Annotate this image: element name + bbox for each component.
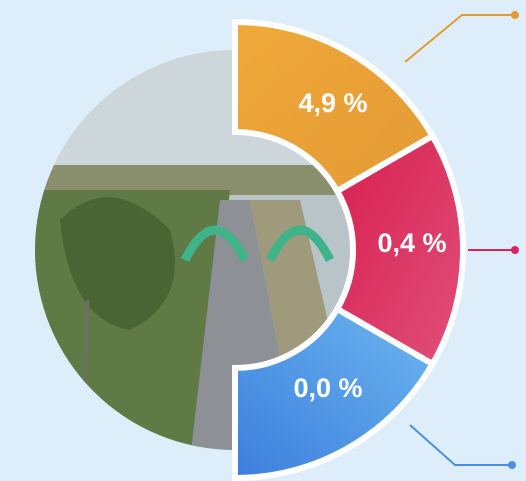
- segment-label: 4,9 %: [298, 88, 367, 118]
- connector-orange: [404, 14, 515, 63]
- connector-blue: [409, 424, 512, 466]
- segment-label: 0,0 %: [293, 373, 362, 403]
- segment-orange: [232, 18, 437, 196]
- segment-label: 0,4 %: [377, 228, 446, 258]
- connector-dot: [511, 11, 519, 19]
- connector-dot: [511, 246, 519, 254]
- connector-dot: [508, 461, 516, 469]
- segment-red: [333, 131, 466, 369]
- segment-blue: [232, 304, 437, 481]
